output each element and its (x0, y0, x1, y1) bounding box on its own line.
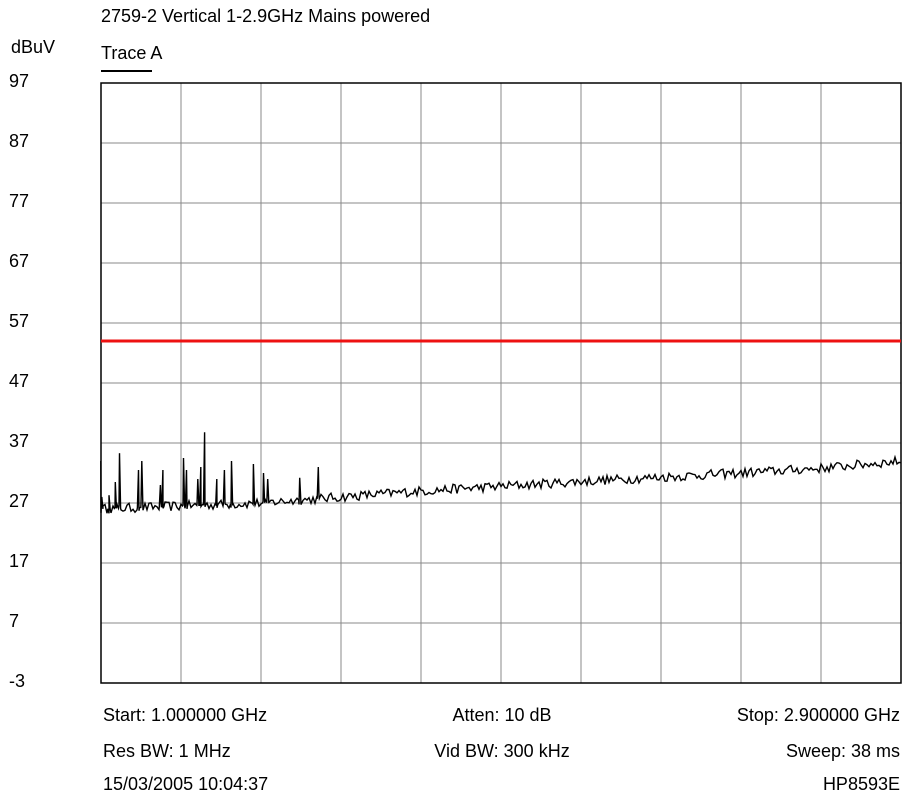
legend-trace-line (101, 70, 152, 72)
timestamp: 15/03/2005 10:04:37 (103, 774, 269, 794)
y-tick-label: 67 (9, 251, 30, 271)
video-bandwidth: Vid BW: 300 kHz (434, 741, 570, 761)
instrument-model: HP8593E (822, 774, 900, 794)
resolution-bandwidth: Res BW: 1 MHz (103, 741, 231, 761)
sweep-time: Sweep: 38 ms (785, 741, 900, 761)
chart-title: 2759-2 Vertical 1-2.9GHz Mains powered (101, 6, 431, 26)
y-tick-label: 47 (9, 371, 30, 391)
start-frequency: Start: 1.000000 GHz (103, 705, 268, 725)
y-tick-label: 97 (9, 71, 30, 91)
y-tick-label: 17 (9, 551, 30, 571)
y-axis-unit: dBuV (11, 37, 56, 57)
y-tick-label: 87 (9, 131, 30, 151)
stop-frequency: Stop: 2.900000 GHz (736, 705, 900, 725)
trace-a-line (100, 432, 902, 514)
y-tick-label: 27 (9, 491, 30, 511)
y-tick-label: -3 (9, 671, 26, 691)
plot-frame (100, 82, 902, 684)
y-tick-label: 7 (9, 611, 20, 631)
attenuation: Atten: 10 dB (452, 705, 552, 725)
y-tick-label: 37 (9, 431, 30, 451)
legend-trace-label: Trace A (101, 43, 163, 63)
y-tick-label: 77 (9, 191, 30, 211)
grid-lines (101, 83, 901, 683)
y-tick-label: 57 (9, 311, 30, 331)
